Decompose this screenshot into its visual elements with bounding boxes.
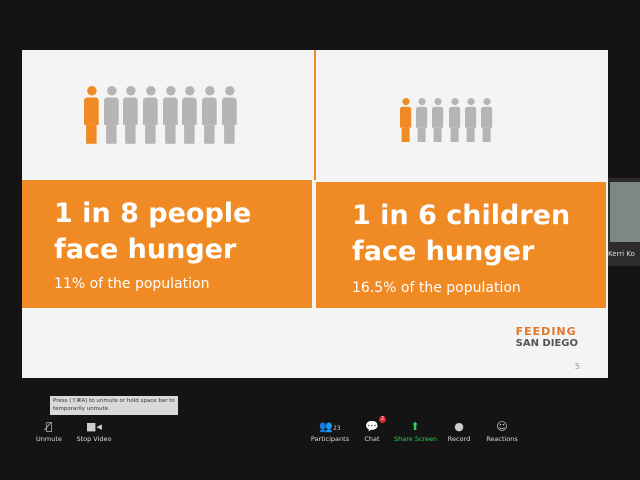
label: Share Screen [394, 435, 438, 443]
video-camera-icon: ■◂ [86, 420, 102, 433]
participants-count: 23 [333, 425, 341, 432]
person-icon [432, 98, 444, 142]
participants-icon: 👥23 [319, 420, 341, 433]
label: Participants [310, 435, 350, 443]
person-icon [448, 98, 460, 142]
participant-video[interactable]: Kerri Ko [608, 178, 640, 266]
chat-button[interactable]: 💬 2 Chat [360, 416, 386, 443]
logo-line1: FEEDING [515, 325, 577, 338]
subtext: 16.5% of the population [352, 280, 521, 296]
record-icon: ● [454, 420, 464, 433]
person-icon [84, 86, 99, 144]
page-number: 5 [574, 362, 580, 371]
person-icon [221, 86, 237, 144]
people-icons-adults [84, 86, 237, 144]
headline: 1 in 6 children [352, 200, 571, 231]
participant-name: Kerri Ko [608, 250, 635, 258]
person-icon [464, 98, 476, 142]
headline: face hunger [352, 236, 535, 267]
person-icon [103, 86, 119, 144]
smiley-icon: ☺ [496, 420, 508, 433]
stop-video-button[interactable]: ■◂ Stop Video [74, 419, 114, 443]
chat-icon: 💬 [365, 420, 379, 433]
person-icon [416, 98, 428, 142]
label: Stop Video [76, 435, 112, 443]
stat-panel-children: 1 in 6 children face hunger 16.5% of the … [316, 182, 606, 308]
label: Record [447, 435, 471, 443]
logo-line2: SAN DIEGO [515, 338, 578, 349]
people-icons-children [400, 98, 495, 153]
chat-badge: 2 [379, 416, 386, 423]
person-icon [400, 98, 412, 142]
person-icon [162, 86, 178, 144]
person-icon [182, 86, 198, 144]
person-icon [202, 86, 217, 144]
video-feed [610, 182, 640, 242]
label: Unmute [36, 435, 62, 443]
share-screen-button[interactable]: ⬆ Share Screen [394, 419, 438, 443]
stat-panel-adults: 1 in 8 people face hunger 11% of the popu… [22, 180, 312, 308]
share-screen-icon: ⬆ [410, 420, 420, 433]
presentation-slide: 1 in 8 people face hunger 11% of the popu… [22, 50, 608, 378]
unmute-button[interactable]: 🎙̸ Unmute [34, 419, 64, 443]
person-icon [123, 86, 139, 144]
person-icon [480, 98, 493, 142]
divider [314, 50, 316, 180]
muted-mic-icon: 🎙̸ [45, 420, 53, 433]
person-icon [143, 86, 158, 144]
unmute-tooltip: Press (⇧⌘A) to unmute or hold space bar … [50, 396, 178, 415]
record-button[interactable]: ● Record [446, 419, 472, 443]
participants-button[interactable]: 👥23 Participants [310, 419, 350, 443]
reactions-button[interactable]: ☺ Reactions [484, 419, 520, 443]
subtext: 11% of the population [54, 276, 210, 292]
label: Reactions [486, 435, 518, 443]
label: Chat [364, 435, 380, 443]
headline: face hunger [54, 234, 237, 265]
headline: 1 in 8 people [54, 198, 252, 229]
feeding-san-diego-logo: FEEDING SAN DIEGO [516, 326, 578, 350]
meeting-toolbar: 🎙̸ Unmute ■◂ Stop Video 👥23 Participants 💬 2… [22, 416, 622, 449]
